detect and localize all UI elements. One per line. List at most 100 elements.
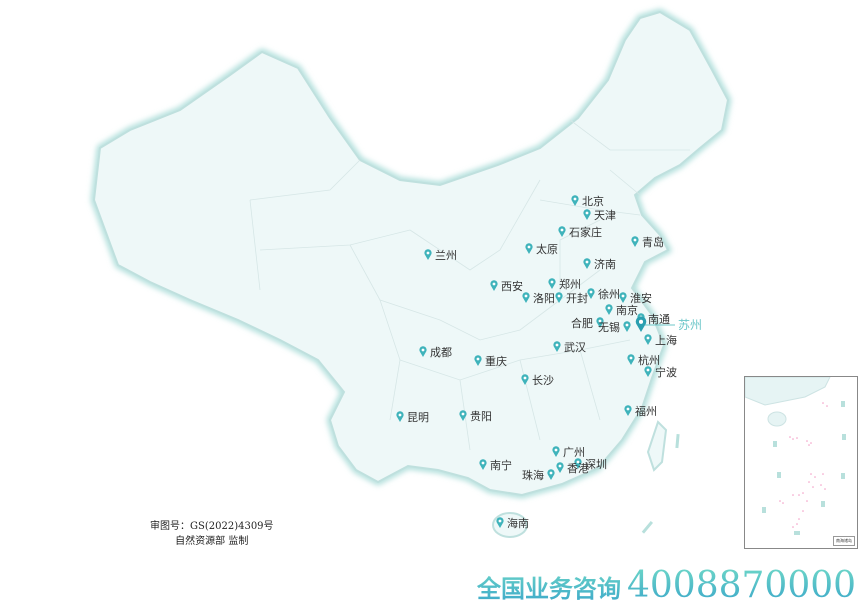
- island-dot: [806, 440, 808, 442]
- map-pin-icon[interactable]: [521, 374, 529, 385]
- map-pin-icon[interactable]: [596, 317, 604, 328]
- city-label[interactable]: 无锡: [598, 321, 620, 334]
- map-pin-icon[interactable]: [459, 410, 467, 421]
- city-label[interactable]: 珠海: [522, 469, 544, 482]
- inset-map: [745, 377, 846, 535]
- province-borders: [249, 119, 690, 451]
- city-label[interactable]: 南宁: [490, 459, 512, 472]
- map-pin-icon[interactable]: [552, 446, 560, 457]
- city-label[interactable]: 徐州: [598, 288, 620, 301]
- mainland: [92, 10, 730, 497]
- city-label[interactable]: 郑州: [559, 278, 581, 291]
- city-label[interactable]: 南通: [648, 313, 670, 326]
- map-pin-icon[interactable]: [556, 462, 564, 473]
- city-label[interactable]: 深圳: [585, 458, 607, 471]
- city-label[interactable]: 开封: [566, 292, 588, 305]
- city-label[interactable]: 广州: [563, 446, 585, 459]
- map-pin-icon[interactable]: [419, 346, 427, 357]
- island-dot: [822, 402, 824, 404]
- island-dot: [802, 510, 804, 512]
- contact-phone[interactable]: 4008870000: [627, 565, 857, 606]
- island-dot: [808, 481, 810, 483]
- city-label[interactable]: 太原: [536, 243, 558, 256]
- map-pin-icon[interactable]: [571, 195, 579, 206]
- city-label[interactable]: 成都: [430, 346, 452, 359]
- city-label[interactable]: 武汉: [564, 341, 586, 354]
- island-dot: [798, 494, 800, 496]
- city-label[interactable]: 济南: [594, 258, 616, 271]
- city-label[interactable]: 合肥: [571, 317, 593, 330]
- island-dot: [814, 476, 816, 478]
- island-dot: [810, 442, 812, 444]
- highlight-city-label[interactable]: 苏州: [678, 318, 703, 332]
- map-pin-icon[interactable]: [631, 236, 639, 247]
- island-dot: [792, 494, 794, 496]
- inset-caption: 南海诸岛: [833, 536, 855, 546]
- island-dot: [782, 502, 784, 504]
- city-label[interactable]: 宁波: [655, 366, 677, 379]
- island-dot: [826, 405, 828, 407]
- map-pin-icon[interactable]: [555, 292, 563, 303]
- city-label[interactable]: 西安: [501, 280, 523, 293]
- map-pin-icon[interactable]: [574, 458, 582, 469]
- city-label[interactable]: 青岛: [642, 236, 664, 249]
- island-dot: [802, 492, 804, 494]
- map-pin-icon[interactable]: [396, 411, 404, 422]
- island-dot: [789, 436, 791, 438]
- review-line-2: 自然资源部 监制: [175, 536, 249, 547]
- map-pin-icon[interactable]: [496, 517, 504, 528]
- map-pin-icon[interactable]: [605, 304, 613, 315]
- city-label[interactable]: 上海: [655, 334, 677, 347]
- city-label[interactable]: 贵阳: [470, 410, 492, 423]
- map-pin-icon[interactable]: [644, 334, 652, 345]
- city-label[interactable]: 香港: [567, 462, 589, 475]
- city-label[interactable]: 天津: [594, 209, 616, 222]
- island-dot: [822, 473, 824, 475]
- city-label[interactable]: 兰州: [435, 249, 457, 262]
- island-dot: [824, 488, 826, 490]
- city-label[interactable]: 杭州: [638, 354, 660, 367]
- map-pin-icon[interactable]: [558, 226, 566, 237]
- map-pin-icon[interactable]: [474, 355, 482, 366]
- island-dot: [792, 438, 794, 440]
- review-line-1: 审图号：GS(2022)4309号: [150, 521, 274, 532]
- contact-banner: 全国业务咨询 4008870000: [477, 565, 856, 606]
- map-pin-icon[interactable]: [553, 341, 561, 352]
- map-pin-icon[interactable]: [583, 258, 591, 269]
- contact-label: 全国业务咨询: [477, 575, 621, 603]
- map-pin-icon[interactable]: [479, 459, 487, 470]
- map-pin-icon[interactable]: [627, 354, 635, 365]
- taiwan: [646, 420, 668, 472]
- map-pin-icon[interactable]: [644, 366, 652, 377]
- city-label[interactable]: 长沙: [532, 374, 554, 387]
- map-pin-icon[interactable]: [525, 243, 533, 254]
- city-label[interactable]: 洛阳: [533, 292, 555, 305]
- island-dot: [798, 518, 800, 520]
- city-label[interactable]: 海南: [507, 517, 529, 530]
- map-pin-icon[interactable]: [424, 249, 432, 260]
- nine-dash-line: [641, 433, 680, 534]
- city-label[interactable]: 昆明: [407, 411, 429, 424]
- island-dot: [808, 444, 810, 446]
- island-dot: [779, 500, 781, 502]
- map-pin-icon[interactable]: [548, 278, 556, 289]
- highlight-pin-icon[interactable]: [635, 316, 647, 332]
- map-pin-icon[interactable]: [619, 292, 627, 303]
- map-pin-icon[interactable]: [587, 288, 595, 299]
- map-pin-icon[interactable]: [583, 209, 591, 220]
- city-label[interactable]: 北京: [582, 195, 604, 208]
- map-pin-icon[interactable]: [522, 292, 530, 303]
- city-label[interactable]: 石家庄: [569, 226, 602, 239]
- island-dot: [810, 473, 812, 475]
- city-label[interactable]: 重庆: [485, 355, 507, 368]
- island-dot: [792, 526, 794, 528]
- city-label[interactable]: 南京: [616, 304, 638, 317]
- map-pin-icon[interactable]: [623, 321, 631, 332]
- city-label[interactable]: 淮安: [630, 292, 652, 305]
- map-review-number: 审图号：GS(2022)4309号 自然资源部 监制: [150, 519, 274, 549]
- map-pin-icon[interactable]: [547, 469, 555, 480]
- map-pin-icon[interactable]: [624, 405, 632, 416]
- map-pin-icon[interactable]: [490, 280, 498, 291]
- city-label[interactable]: 福州: [635, 405, 657, 418]
